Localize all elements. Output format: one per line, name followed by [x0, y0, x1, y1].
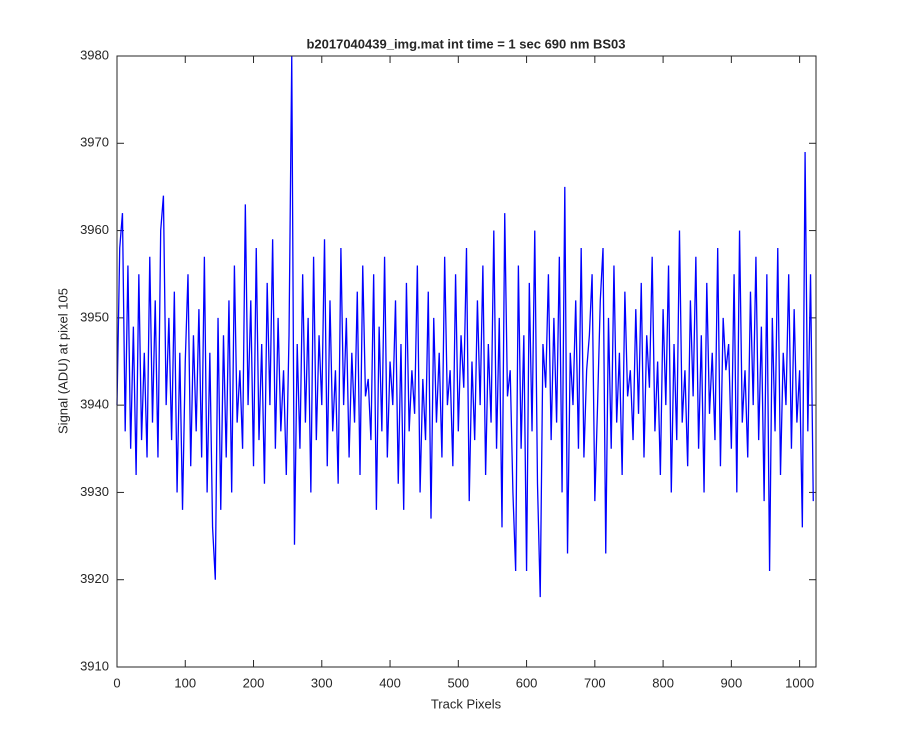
y-tick-label: 3950	[80, 309, 109, 324]
x-tick-label: 200	[243, 675, 265, 690]
y-tick-label: 3940	[80, 397, 109, 412]
x-tick-label: 700	[584, 675, 606, 690]
x-tick-label: 0	[113, 675, 120, 690]
y-tick-label: 3960	[80, 222, 109, 237]
plot-area	[117, 56, 816, 667]
y-tick-label: 3930	[80, 484, 109, 499]
y-axis-label: Signal (ADU) at pixel 105	[55, 288, 70, 434]
x-tick-label: 1000	[785, 675, 814, 690]
x-axis-label: Track Pixels	[431, 696, 502, 711]
y-tick-label: 3920	[80, 571, 109, 586]
y-tick-label: 3970	[80, 135, 109, 150]
chart-title: b2017040439_img.mat int time = 1 sec 690…	[306, 36, 625, 51]
x-tick-label: 500	[447, 675, 469, 690]
x-tick-label: 100	[174, 675, 196, 690]
y-tick-label: 3980	[80, 47, 109, 62]
x-tick-label: 300	[311, 675, 333, 690]
x-tick-label: 400	[379, 675, 401, 690]
line-series	[116, 55, 814, 598]
y-tick-label: 3910	[80, 658, 109, 673]
x-tick-label: 800	[652, 675, 674, 690]
x-tick-label: 900	[721, 675, 743, 690]
axes-box	[116, 55, 817, 668]
x-tick-label: 600	[516, 675, 538, 690]
